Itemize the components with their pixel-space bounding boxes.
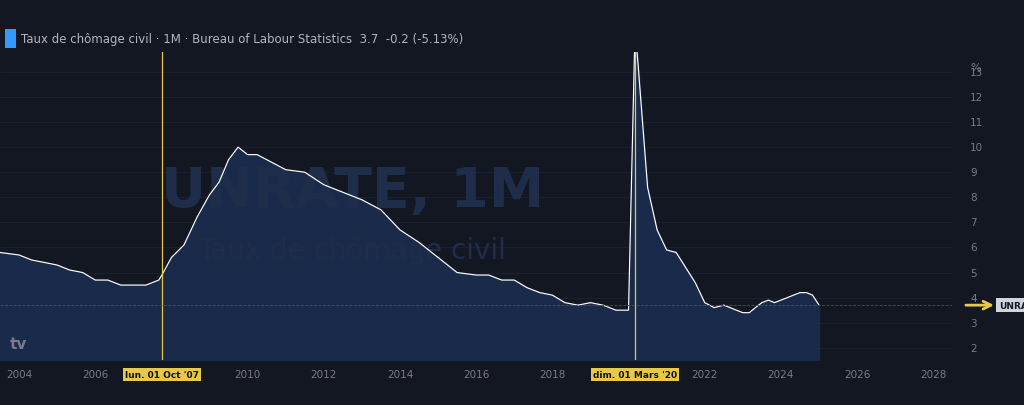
Text: 8: 8 [971, 193, 977, 203]
Text: UNRATE: UNRATE [999, 301, 1024, 310]
FancyBboxPatch shape [5, 30, 16, 49]
Text: 12: 12 [971, 93, 983, 103]
Text: 10: 10 [971, 143, 983, 153]
Text: UNRATE, 1M: UNRATE, 1M [161, 164, 544, 218]
Text: 9: 9 [971, 168, 977, 178]
Text: lun. 01 Oct '07: lun. 01 Oct '07 [125, 370, 199, 379]
Text: 11: 11 [971, 118, 983, 128]
Text: 4: 4 [971, 293, 977, 303]
Text: 3: 3 [971, 318, 977, 328]
Text: Taux de chômage civil · 1M · Bureau of Labour Statistics  3.7  -0.2 (-5.13%): Taux de chômage civil · 1M · Bureau of L… [20, 33, 463, 46]
Text: tv: tv [9, 336, 27, 351]
Text: 6: 6 [971, 243, 977, 253]
Text: dim. 01 Mars '20: dim. 01 Mars '20 [593, 370, 677, 379]
Text: 13: 13 [971, 68, 983, 78]
Text: 7: 7 [971, 218, 977, 228]
Text: 2: 2 [971, 343, 977, 353]
Text: %: % [971, 63, 981, 73]
Text: Taux de chômage civil: Taux de chômage civil [199, 235, 506, 264]
Text: 5: 5 [971, 268, 977, 278]
